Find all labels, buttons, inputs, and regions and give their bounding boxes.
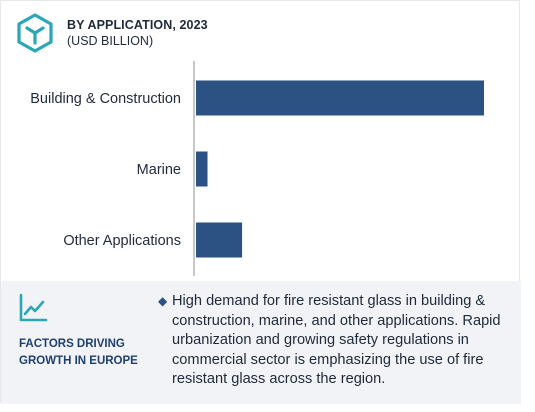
factors-bullet-text: High demand for fire resistant glass in … — [172, 293, 501, 387]
factors-bullet: ◆ High demand for fire resistant glass i… — [158, 292, 520, 390]
bar — [196, 222, 243, 258]
hexagon-cube-icon — [17, 13, 53, 53]
bar — [196, 80, 484, 116]
category-label: Building & Construction — [30, 91, 181, 107]
bar-chart: Building & Construction Marine Other Appli… — [30, 61, 484, 276]
category-label: Other Applications — [63, 233, 181, 249]
diamond-bullet-icon: ◆ — [158, 294, 168, 308]
infographic-panel: BY APPLICATION, 2023 (USD BILLION) Build… — [0, 0, 521, 404]
category-label: Marine — [137, 162, 181, 178]
bar — [196, 151, 208, 187]
factors-panel: FACTORS DRIVING GROWTH IN EUROPE ◆ High … — [1, 281, 521, 404]
factors-heading: FACTORS DRIVING GROWTH IN EUROPE — [19, 338, 138, 367]
chart-subtitle: (USD BILLION) — [67, 34, 154, 48]
trending-up-chart-icon — [19, 293, 48, 322]
chart-title: BY APPLICATION, 2023 — [67, 18, 208, 32]
